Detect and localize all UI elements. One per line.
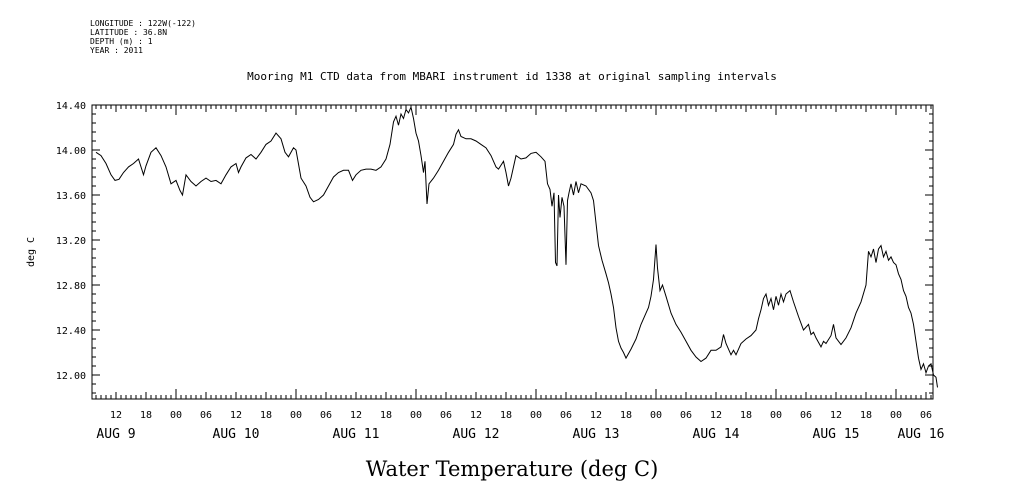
y-tick-label: 12.00: [56, 371, 86, 382]
y-tick-label: 13.20: [56, 236, 86, 247]
x-tick-label: 12: [350, 410, 362, 421]
x-tick-label: 18: [380, 410, 392, 421]
x-tick-label: 06: [320, 410, 332, 421]
x-tick-label: 00: [770, 410, 782, 421]
x-tick-label: 18: [500, 410, 512, 421]
x-tick-label: 00: [650, 410, 662, 421]
longitude-label: LONGITUDE : 122W(-122): [90, 19, 196, 28]
metadata-block: LONGITUDE : 122W(-122) LATITUDE : 36.8N …: [90, 19, 196, 55]
x-tick-label: 06: [560, 410, 572, 421]
x-tick-label: 12: [470, 410, 482, 421]
x-tick-label: 12: [590, 410, 602, 421]
y-axis: 14.40 14.00 13.60 13.20 12.80 12.40 12.00: [56, 101, 933, 394]
x-tick-label: 18: [620, 410, 632, 421]
x-tick-label: 18: [860, 410, 872, 421]
x-day-label: AUG 9: [96, 427, 135, 442]
depth-label: DEPTH (m) : 1: [90, 37, 153, 46]
y-tick-label: 14.00: [56, 146, 86, 157]
x-tick-label: 18: [260, 410, 272, 421]
y-tick-label: 12.80: [56, 281, 86, 292]
x-tick-label: 12: [110, 410, 122, 421]
chart-title: Mooring M1 CTD data from MBARI instrumen…: [247, 70, 777, 83]
x-day-label: AUG 14: [693, 427, 740, 442]
x-tick-label: 00: [410, 410, 422, 421]
x-tick-label: 06: [680, 410, 692, 421]
y-axis-label: deg C: [26, 237, 37, 267]
latitude-label: LATITUDE : 36.8N: [90, 28, 168, 37]
x-tick-label: 00: [890, 410, 902, 421]
water-temperature-line: [95, 105, 938, 388]
x-day-label: AUG 15: [813, 427, 860, 442]
x-tick-label: 12: [830, 410, 842, 421]
x-tick-label: 06: [800, 410, 812, 421]
x-tick-label: 12: [230, 410, 242, 421]
x-axis: 12 18 00 06 12 18 00 06 12 18 00 06 12 18 00 06 12 18 00 06…: [95, 105, 945, 442]
y-tick-label: 13.60: [56, 191, 86, 202]
y-tick-label: 14.40: [56, 101, 86, 112]
y-tick-label: 12.40: [56, 326, 86, 337]
x-tick-label: 00: [290, 410, 302, 421]
x-day-label: AUG 12: [453, 427, 500, 442]
x-tick-label: 18: [140, 410, 152, 421]
x-day-label: AUG 11: [333, 427, 380, 442]
x-day-label: AUG 13: [573, 427, 620, 442]
x-tick-label: 18: [740, 410, 752, 421]
plot-frame: [91, 104, 934, 400]
x-tick-label: 00: [530, 410, 542, 421]
x-tick-label: 06: [440, 410, 452, 421]
x-tick-label: 12: [710, 410, 722, 421]
year-label: YEAR : 2011: [90, 46, 143, 55]
x-day-label: AUG 16: [898, 427, 945, 442]
x-tick-label: 00: [170, 410, 182, 421]
x-tick-label: 06: [200, 410, 212, 421]
x-tick-label: 06: [920, 410, 932, 421]
x-day-label: AUG 10: [213, 427, 260, 442]
x-axis-label: Water Temperature (deg C): [366, 457, 659, 481]
